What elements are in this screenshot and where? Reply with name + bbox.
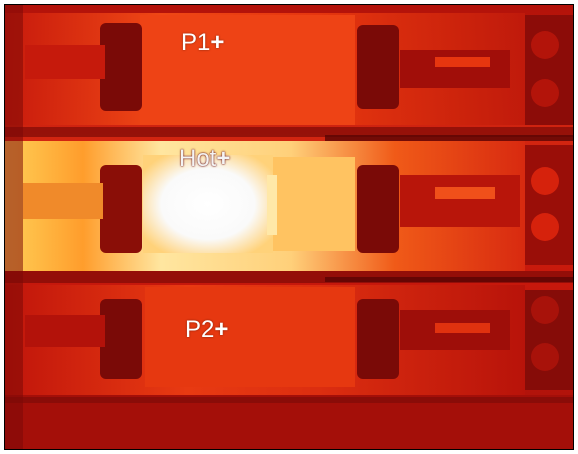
crosshair-icon: + (216, 145, 231, 172)
marker-p2: P2+ (185, 318, 228, 342)
marker-hot-label: Hot (179, 145, 217, 172)
crosshair-icon: + (210, 29, 225, 56)
crosshair-icon: + (214, 316, 229, 343)
marker-p1-label: P1 (181, 29, 211, 56)
marker-hot: Hot+ (179, 147, 230, 171)
thermal-image (5, 5, 573, 449)
marker-p2-label: P2 (185, 316, 215, 343)
marker-p1: P1+ (181, 31, 224, 55)
thermal-image-frame: P1+ Hot+ P2+ (4, 4, 574, 450)
